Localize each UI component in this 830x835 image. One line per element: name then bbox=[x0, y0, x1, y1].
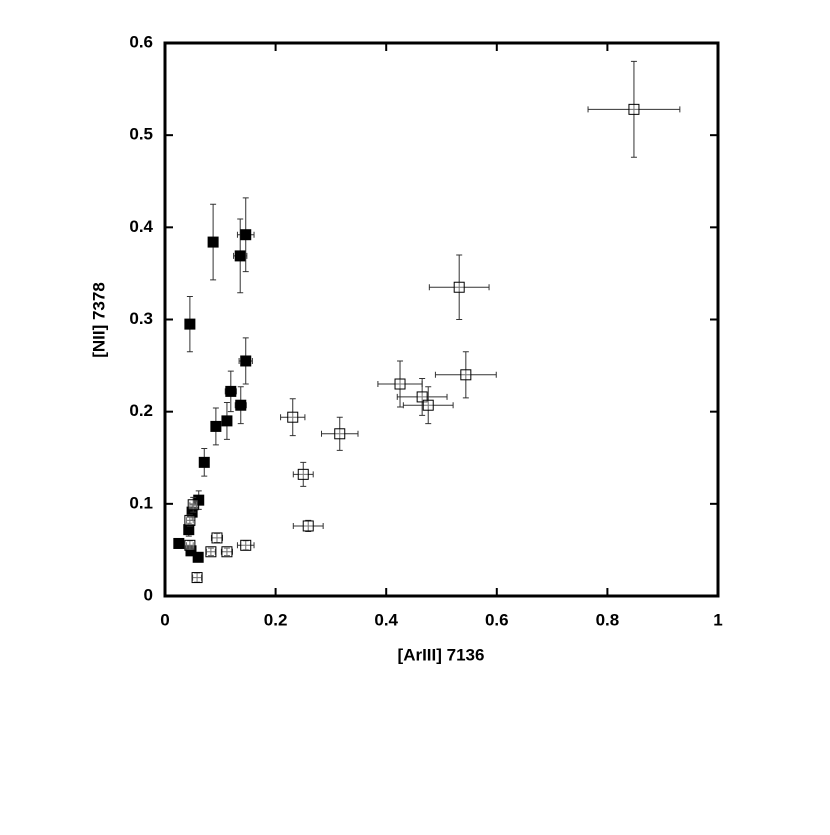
y-axis-label: [NII] 7378 bbox=[89, 282, 108, 358]
x-error-bar bbox=[186, 517, 194, 524]
y-tick-label: 0.5 bbox=[129, 125, 153, 144]
point bbox=[210, 420, 222, 432]
x-error-bar bbox=[210, 534, 224, 541]
point bbox=[422, 399, 434, 411]
point bbox=[240, 229, 252, 241]
x-error-bar bbox=[396, 393, 448, 400]
x-axis-label: [ArIII] 7136 bbox=[398, 645, 485, 664]
point bbox=[191, 572, 203, 584]
point bbox=[184, 539, 196, 551]
x-error-bar bbox=[236, 542, 255, 549]
point bbox=[185, 545, 197, 557]
point bbox=[240, 355, 252, 367]
plot-frame bbox=[163, 41, 720, 598]
point bbox=[211, 532, 223, 544]
x-error-bar bbox=[428, 284, 490, 291]
point bbox=[207, 236, 219, 248]
point bbox=[297, 468, 309, 480]
point bbox=[183, 524, 195, 536]
x-tick-label: 0.6 bbox=[485, 610, 509, 629]
y-tick-label: 0.6 bbox=[129, 32, 153, 51]
x-error-bar bbox=[186, 542, 194, 549]
point bbox=[221, 415, 233, 427]
point bbox=[184, 514, 196, 526]
x-tick-label: 0 bbox=[160, 610, 169, 629]
y-tick-label: 0.1 bbox=[129, 493, 153, 512]
x-error-bar bbox=[292, 522, 324, 529]
point bbox=[221, 546, 233, 558]
x-error-bar bbox=[402, 402, 454, 409]
x-error-bar bbox=[434, 371, 497, 378]
point bbox=[235, 399, 247, 411]
point bbox=[240, 539, 252, 551]
point bbox=[225, 385, 237, 397]
point bbox=[453, 281, 465, 293]
x-error-bar bbox=[189, 501, 198, 508]
x-error-bar bbox=[292, 471, 314, 478]
point bbox=[334, 428, 346, 440]
x-error-bar bbox=[280, 414, 306, 421]
point bbox=[198, 456, 210, 468]
y-tick-label: 0.3 bbox=[129, 309, 153, 328]
point bbox=[205, 546, 217, 558]
point bbox=[287, 411, 299, 423]
point bbox=[416, 391, 428, 403]
y-tick-label: 0.2 bbox=[129, 401, 153, 420]
point bbox=[173, 537, 185, 549]
point bbox=[302, 520, 314, 532]
x-error-bar bbox=[205, 548, 216, 555]
y-tick-label: 0.4 bbox=[129, 217, 153, 236]
x-tick-label: 0.8 bbox=[596, 610, 620, 629]
x-error-bar bbox=[320, 430, 359, 437]
point bbox=[628, 103, 640, 115]
x-error-bar bbox=[192, 574, 202, 581]
point bbox=[460, 369, 472, 381]
y-tick-label: 0 bbox=[144, 585, 153, 604]
point bbox=[184, 318, 196, 330]
point bbox=[187, 499, 199, 511]
point bbox=[394, 378, 406, 390]
x-error-bar bbox=[587, 106, 681, 113]
x-error-bar bbox=[220, 548, 233, 555]
x-tick-label: 0.4 bbox=[374, 610, 398, 629]
point bbox=[192, 551, 204, 563]
x-tick-label: 0.2 bbox=[264, 610, 288, 629]
point bbox=[234, 250, 246, 262]
x-tick-label: 1 bbox=[713, 610, 722, 629]
